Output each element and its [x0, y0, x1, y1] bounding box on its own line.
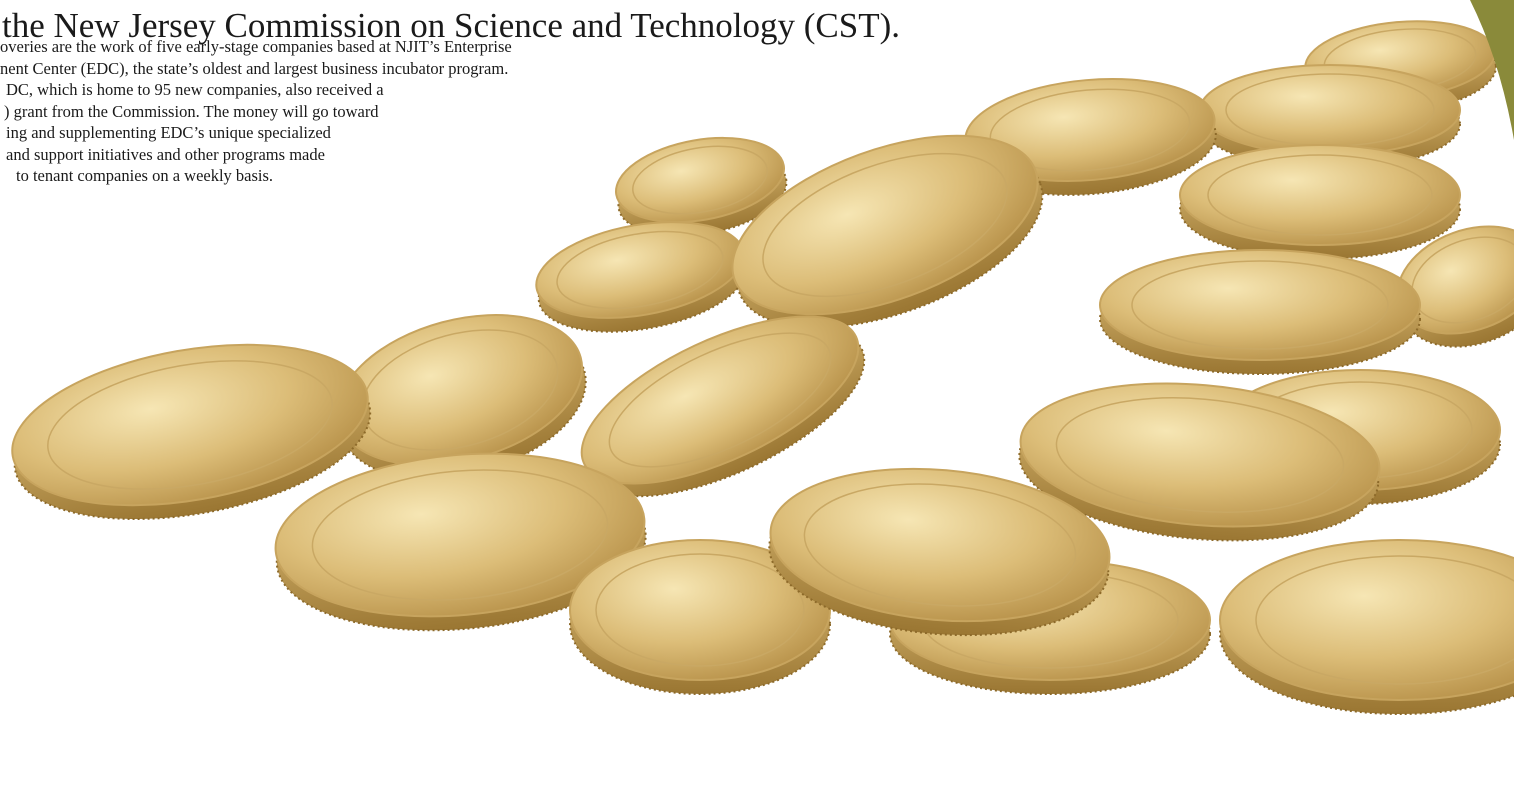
coin-face: [1200, 65, 1460, 155]
coin: [1220, 540, 1514, 714]
coin-face: [1180, 145, 1460, 245]
paragraph-line: DC, which is home to 95 new companies, a…: [6, 80, 384, 100]
coin: [1100, 250, 1420, 374]
coin-face: [1100, 250, 1420, 360]
paragraph-line: ing and supplementing EDC’s unique speci…: [6, 123, 331, 143]
paragraph-line: and support initiatives and other progra…: [6, 145, 325, 165]
paragraph-line: nent Center (EDC), the state’s oldest an…: [0, 59, 508, 79]
page: the New Jersey Commission on Science and…: [0, 0, 1514, 804]
paragraph-line: to tenant companies on a weekly basis.: [16, 166, 273, 186]
paragraph-line: overies are the work of five early-stage…: [0, 37, 512, 57]
paragraph-line: ) grant from the Commission. The money w…: [4, 102, 379, 122]
coin: [1180, 145, 1460, 259]
